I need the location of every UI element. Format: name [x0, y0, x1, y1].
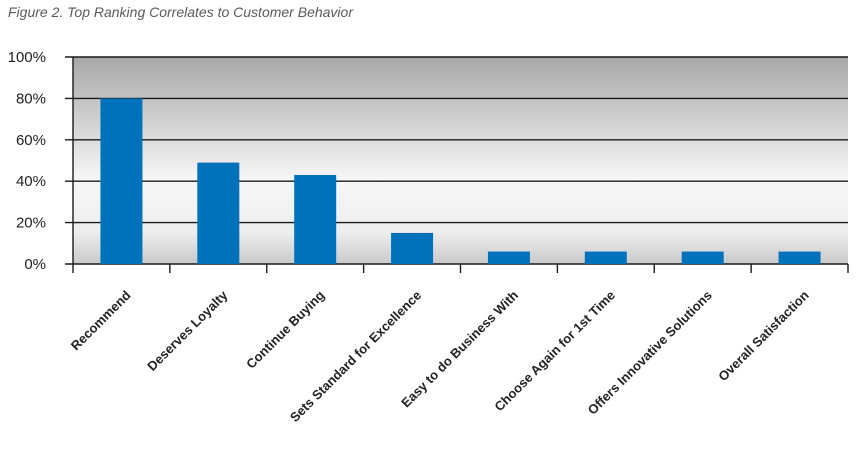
bar: [391, 232, 434, 264]
y-tick-label: 0%: [24, 256, 46, 273]
bar: [197, 162, 240, 264]
y-tick-label: 100%: [8, 49, 46, 66]
bar: [681, 251, 724, 264]
y-tick-label: 40%: [16, 173, 46, 190]
plot-area: [73, 57, 848, 264]
bar: [778, 251, 821, 264]
x-category-label: Overall Satisfaction: [715, 287, 811, 383]
bar: [294, 174, 337, 264]
x-category-label: Recommend: [68, 287, 134, 353]
bar: [100, 98, 143, 265]
x-category-label: Deserves Loyalty: [144, 287, 231, 374]
figure-caption: Figure 2. Top Ranking Correlates to Cust…: [8, 4, 353, 20]
bar: [584, 251, 627, 264]
y-tick-label: 20%: [16, 215, 46, 232]
x-category-label: Continue Buying: [243, 287, 327, 371]
y-tick-label: 80%: [16, 90, 46, 107]
bar: [487, 251, 530, 264]
y-tick-label: 60%: [16, 132, 46, 149]
